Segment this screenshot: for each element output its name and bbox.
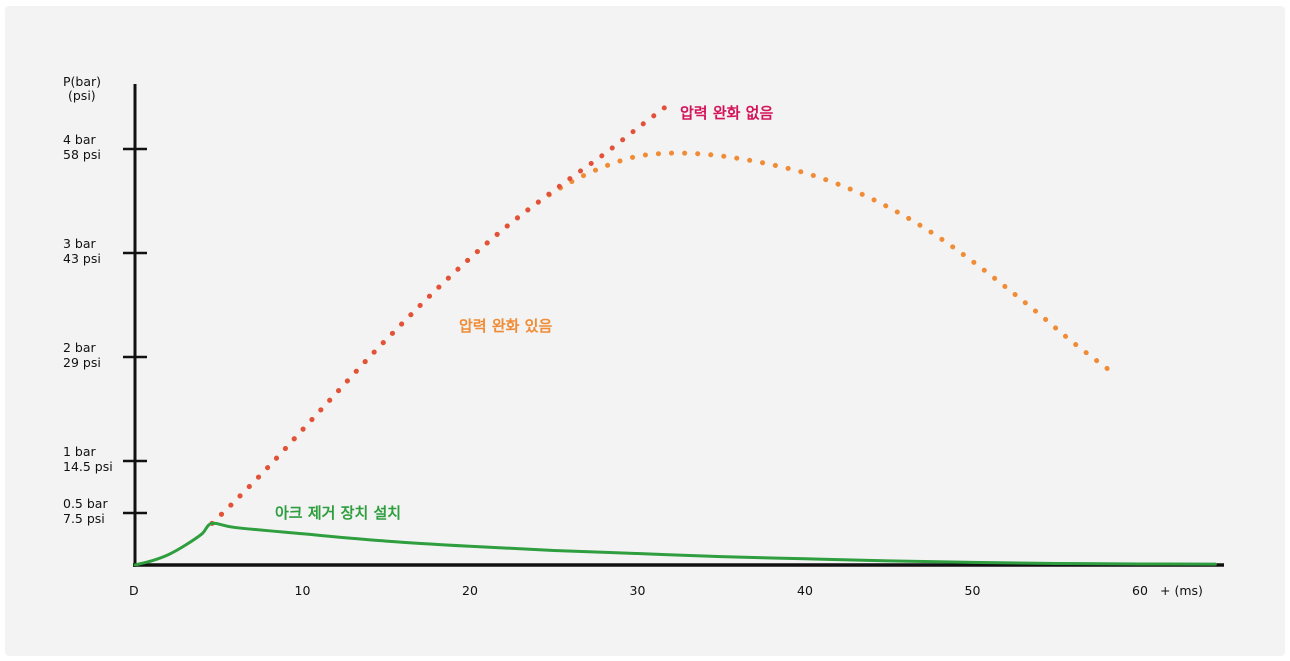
x-axis-title: + (ms) <box>1160 583 1203 598</box>
y-tick-label: 14.5 psi <box>63 459 113 474</box>
y-tick-label: 58 psi <box>63 147 101 162</box>
y-tick-label: 4 bar <box>63 132 97 147</box>
y-tick-label: 2 bar <box>63 340 97 355</box>
chart-panel <box>5 6 1285 656</box>
x-tick-label: 30 <box>630 583 646 598</box>
y-tick-label: 0.5 bar <box>63 496 108 511</box>
y-axis-title-line: P(bar) <box>63 74 101 89</box>
series-dots-with-relief <box>209 150 1113 526</box>
series-annotation: 압력 완화 있음 <box>459 317 552 335</box>
y-axis-title-line: (psi) <box>68 88 96 103</box>
y-tick-label: 1 bar <box>63 444 97 459</box>
y-tick-label: 3 bar <box>63 236 97 251</box>
x-tick-label: 10 <box>295 583 311 598</box>
y-tick-label: 29 psi <box>63 355 101 370</box>
y-tick-label: 7.5 psi <box>63 511 105 526</box>
y-tick-label: 43 psi <box>63 251 101 266</box>
series-annotation: 압력 완화 없음 <box>680 104 773 122</box>
x-origin-label: D <box>129 583 139 598</box>
series-line-arc-eliminator <box>133 521 1217 567</box>
x-tick-label: 60 <box>1132 583 1148 598</box>
x-tick-label: 50 <box>965 583 981 598</box>
x-tick-label: 40 <box>797 583 813 598</box>
series-dots-no-relief <box>209 102 671 526</box>
x-tick-label: 20 <box>462 583 478 598</box>
series-layer <box>133 102 1217 567</box>
series-annotation: 아크 제거 장치 설치 <box>275 504 401 522</box>
